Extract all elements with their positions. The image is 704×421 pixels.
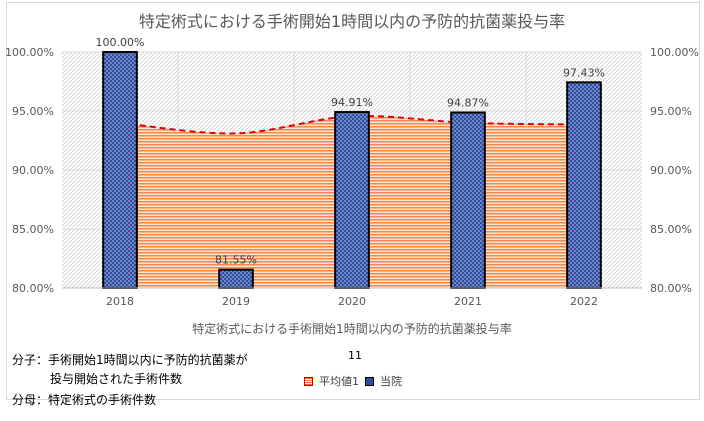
bar-2021	[450, 111, 486, 289]
y-tick-label-right: 80.00%	[650, 282, 692, 295]
y-tick-label-right: 85.00%	[650, 223, 692, 236]
bar-2022	[566, 81, 602, 289]
note-numerator: 分子：手術開始1時間以内に予防的抗菌薬が	[12, 353, 248, 367]
data-label-2021: 94.87%	[447, 97, 489, 110]
x-tick-label: 2018	[106, 295, 134, 308]
y-tick-label-right: 95.00%	[650, 105, 692, 118]
legend-label-average: 平均値1	[319, 375, 359, 388]
y-tick-label-left: 80.00%	[12, 282, 54, 295]
chart-title: 特定術式における手術開始1時間以内の予防的抗菌薬投与率	[139, 12, 565, 31]
y-tick-label-left: 95.00%	[12, 105, 54, 118]
bar-2018	[102, 51, 138, 289]
data-label-2020: 94.91%	[331, 96, 373, 109]
note-denominator: 分母：特定術式の手術件数	[12, 393, 157, 407]
data-label-2018: 100.00%	[96, 36, 145, 49]
bar-2020	[334, 111, 370, 289]
x-tick-label: 2020	[338, 295, 366, 308]
legend-label-hospital: 当院	[380, 375, 402, 388]
data-label-2019: 81.55%	[215, 254, 257, 267]
legend-swatch-average	[304, 376, 313, 386]
x-tick-label: 2019	[222, 295, 250, 308]
y-tick-label-right: 90.00%	[650, 164, 692, 177]
y-tick-label-left: 100.00%	[5, 46, 54, 59]
legend: 平均値1 当院	[304, 373, 402, 389]
x-tick-label: 2022	[570, 295, 598, 308]
y-tick-label-left: 85.00%	[12, 223, 54, 236]
x-axis-title: 特定術式における手術開始1時間以内の予防的抗菌薬投与率	[192, 321, 512, 336]
bar-2019	[218, 268, 254, 289]
note-numerator-cont: 投与開始された手術件数	[50, 372, 183, 386]
data-label-2022: 97.43%	[563, 66, 605, 79]
y-tick-label-left: 90.00%	[12, 164, 54, 177]
x-tick-label: 2021	[454, 295, 482, 308]
y-tick-label-right: 100.00%	[650, 46, 699, 59]
legend-number: 11	[348, 349, 362, 362]
legend-swatch-hospital	[365, 376, 374, 386]
